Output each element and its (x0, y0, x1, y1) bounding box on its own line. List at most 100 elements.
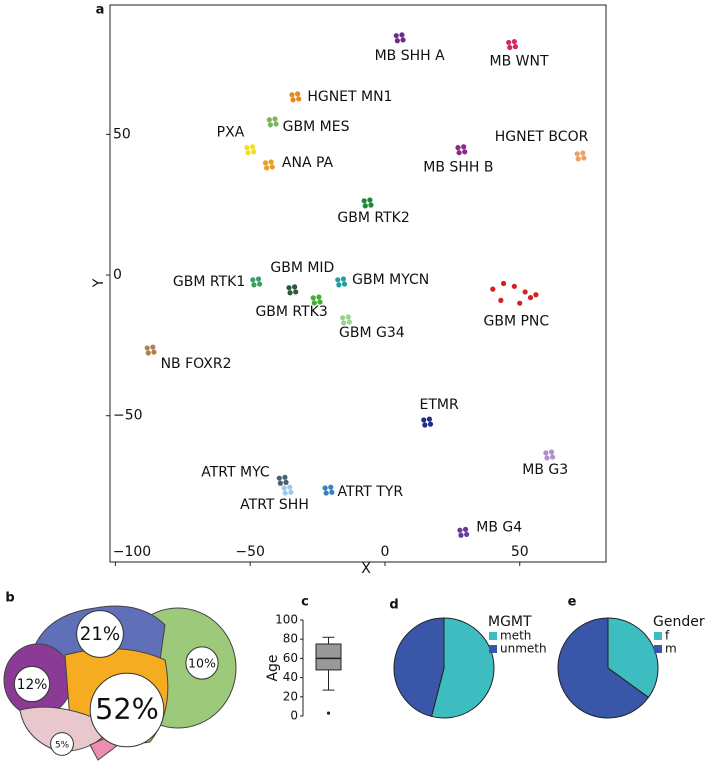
cluster-label: MB SHH B (423, 160, 493, 176)
point (264, 165, 270, 171)
cluster-label: MB SHH A (375, 48, 446, 64)
pie-slice (557, 617, 650, 719)
y-tick-label: 40 (283, 670, 298, 684)
cluster-label: GBM MES (283, 119, 350, 135)
point (251, 282, 257, 288)
point (293, 289, 299, 295)
cluster-label: PXA (217, 125, 245, 141)
point (322, 485, 328, 491)
legend-title: MGMT (488, 614, 532, 630)
panel-label: c (301, 595, 309, 610)
cluster-label: ATRT SHH (240, 497, 309, 513)
point (145, 350, 151, 356)
cluster-label: MB WNT (490, 54, 549, 70)
point (289, 92, 295, 98)
box (315, 643, 342, 671)
plot-frame (109, 4, 607, 563)
point (422, 422, 428, 428)
point (340, 315, 346, 321)
point (341, 320, 347, 326)
point (550, 454, 556, 460)
percent-label: 21% (80, 624, 121, 645)
point (262, 160, 269, 166)
point (511, 38, 517, 45)
point (462, 149, 468, 155)
x-tick-label: 50 (511, 544, 529, 560)
point (464, 531, 470, 538)
point (328, 484, 334, 490)
x-tick-label: 0 (380, 544, 389, 560)
cluster-label: GBM PNC (484, 313, 550, 329)
point (506, 39, 512, 46)
pie-slice (607, 617, 659, 699)
legend-swatch (654, 645, 662, 653)
point (421, 417, 427, 423)
point (393, 33, 399, 39)
y-tick-label: 20 (283, 689, 298, 703)
panel-label: a (96, 3, 105, 18)
point (455, 145, 461, 151)
point (543, 450, 549, 456)
percent-bubble (13, 665, 51, 703)
point (517, 300, 523, 306)
point (522, 289, 528, 295)
point (335, 277, 341, 283)
point (457, 527, 463, 533)
percent-bubble (89, 672, 165, 748)
percent-bubble (185, 646, 219, 680)
point (245, 150, 251, 156)
point (527, 294, 534, 301)
cluster-label: GBM RTK2 (337, 210, 409, 226)
percent-label: 5% (55, 741, 69, 751)
point (272, 116, 278, 122)
cluster-label: ATRT TYR (337, 484, 403, 500)
percent-label: 10% (188, 656, 216, 671)
cluster-label: GBM RTK1 (173, 274, 245, 290)
y-tick-label: −50 (113, 408, 143, 424)
legend-title: Gender (653, 614, 705, 630)
panel-label: b (5, 591, 14, 606)
point (316, 294, 322, 300)
point (581, 155, 587, 161)
x-tick-label: −100 (113, 544, 151, 560)
cluster-label: GBM G34 (339, 325, 405, 341)
point (255, 276, 262, 282)
x-tick-label: −50 (235, 544, 265, 560)
point (400, 37, 406, 43)
point (511, 283, 517, 289)
cluster-label: HGNET MN1 (307, 89, 392, 105)
point (269, 164, 275, 170)
cluster-label: MB G4 (476, 519, 522, 535)
percent-bubble (76, 610, 124, 658)
percent-bubble (50, 732, 74, 756)
cluster-label: ANA PA (282, 155, 334, 171)
legend-label: meth (500, 629, 531, 643)
point (341, 281, 348, 287)
point (367, 197, 373, 203)
point (345, 314, 351, 320)
point (544, 455, 550, 461)
point (500, 280, 507, 287)
pie-slice (430, 617, 495, 719)
point (317, 299, 323, 305)
point (362, 203, 368, 209)
point (340, 276, 347, 282)
cluster-label: GBM RTK3 (255, 304, 327, 320)
outlier (326, 711, 331, 715)
point (296, 96, 302, 102)
y-tick-label: 100 (275, 613, 298, 627)
cluster-label: GBM MYCN (352, 272, 429, 288)
x-axis-label: X (361, 561, 371, 577)
legend-swatch (654, 632, 662, 640)
y-tick-label: 0 (113, 267, 122, 283)
cluster-label: ETMR (420, 397, 459, 413)
point (150, 344, 156, 350)
point (268, 159, 274, 165)
point (533, 292, 539, 298)
point (276, 475, 282, 481)
point (287, 290, 293, 296)
point (427, 421, 434, 427)
point (574, 151, 580, 157)
point (250, 277, 256, 283)
